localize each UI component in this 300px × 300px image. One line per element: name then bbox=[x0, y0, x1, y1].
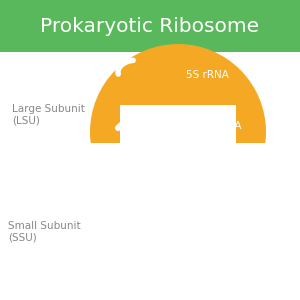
Bar bbox=[88, 152, 268, 300]
Bar bbox=[88, 142, 268, 152]
Text: 5S rRNA: 5S rRNA bbox=[186, 70, 229, 80]
Text: Small Subunit
(SSU): Small Subunit (SSU) bbox=[8, 221, 81, 243]
Circle shape bbox=[90, 44, 266, 220]
Text: 23S rRNA: 23S rRNA bbox=[192, 121, 242, 131]
Text: 16S rRNA: 16S rRNA bbox=[188, 176, 238, 186]
Bar bbox=[120, 105, 236, 155]
Circle shape bbox=[122, 130, 234, 242]
Text: Prokaryotic Ribosome: Prokaryotic Ribosome bbox=[40, 16, 260, 35]
Bar bbox=[0, 0, 300, 52]
Text: Large Subunit
(LSU): Large Subunit (LSU) bbox=[12, 104, 85, 126]
